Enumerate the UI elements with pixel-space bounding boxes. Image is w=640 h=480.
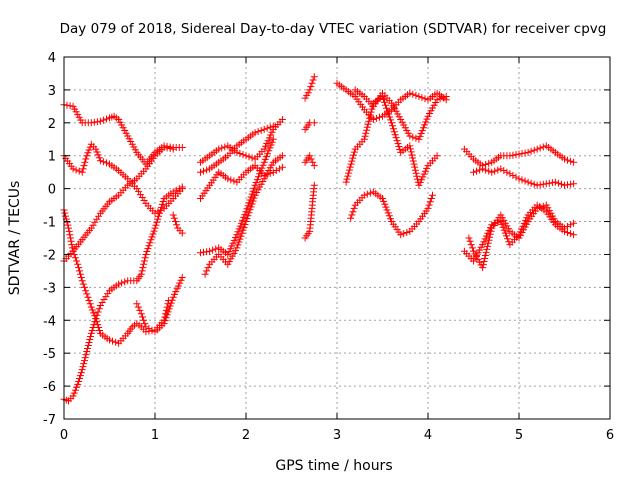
series-10-points xyxy=(197,162,286,202)
series-2-points xyxy=(60,140,186,217)
series-12-points xyxy=(197,135,277,258)
series-7 xyxy=(133,274,186,336)
y-tick-label: -1 xyxy=(43,216,56,231)
series-9-points xyxy=(197,122,277,176)
series-23 xyxy=(460,201,578,265)
x-tick-label: 6 xyxy=(606,428,614,443)
series-16-points xyxy=(301,181,318,242)
x-tick-label: 4 xyxy=(424,428,432,443)
series-12 xyxy=(197,135,277,258)
series-19-points xyxy=(342,93,441,189)
series-10 xyxy=(197,162,286,202)
series-15-points xyxy=(301,152,318,170)
x-tick-label: 3 xyxy=(333,428,341,443)
x-tick-label: 5 xyxy=(515,428,523,443)
x-tick-label: 1 xyxy=(151,428,159,443)
series-6-points xyxy=(169,211,186,237)
y-tick-label: -5 xyxy=(43,347,56,362)
chart-title: Day 079 of 2018, Sidereal Day-to-day VTE… xyxy=(60,21,607,37)
series-22-points xyxy=(470,165,578,189)
y-tick-label: -2 xyxy=(43,248,56,263)
y-tick-label: -7 xyxy=(43,413,56,428)
grid xyxy=(64,57,610,419)
y-axis-title: SDTVAR / TECUs xyxy=(7,181,23,296)
series-7-points xyxy=(133,274,186,336)
y-tick-label: 3 xyxy=(48,84,56,99)
y-tick-label: 4 xyxy=(48,51,56,66)
y-tick-label: 0 xyxy=(48,183,56,198)
series-14-points xyxy=(301,119,318,133)
series-1-points xyxy=(60,101,186,168)
series-14 xyxy=(301,119,318,133)
series-21 xyxy=(460,142,578,170)
series-15 xyxy=(301,152,318,170)
series-2 xyxy=(60,140,186,217)
y-tick-label: -3 xyxy=(43,281,56,296)
x-tick-label: 0 xyxy=(60,428,68,443)
y-tick-label: -4 xyxy=(43,314,56,329)
series-13-points xyxy=(301,73,318,102)
y-tick-label: -6 xyxy=(43,380,56,395)
series-24 xyxy=(465,201,578,272)
series-9 xyxy=(197,122,277,176)
y-tick-label: 1 xyxy=(48,150,56,165)
y-tick-label: 2 xyxy=(48,117,56,132)
series-24-points xyxy=(465,201,578,272)
x-tick-label: 2 xyxy=(242,428,250,443)
series-22 xyxy=(470,165,578,189)
series-1 xyxy=(60,101,186,168)
data-marks xyxy=(60,73,578,405)
series-19 xyxy=(342,93,441,189)
series-11-points xyxy=(201,152,286,278)
series-13 xyxy=(301,73,318,102)
series-11 xyxy=(201,152,286,278)
series-6 xyxy=(169,211,186,237)
x-axis-title: GPS time / hours xyxy=(275,458,392,474)
series-20-points xyxy=(347,188,436,239)
series-23-points xyxy=(460,201,578,265)
series-16 xyxy=(301,181,318,242)
series-21-points xyxy=(460,142,578,170)
series-5-points xyxy=(60,183,186,405)
series-20 xyxy=(347,188,436,239)
axis-ticks: 0 1 2 3 4 5 6 -7 -6 -5 -4 -3 -2 -1 0 1 2 3 4 xyxy=(43,51,614,443)
series-5 xyxy=(60,183,186,405)
